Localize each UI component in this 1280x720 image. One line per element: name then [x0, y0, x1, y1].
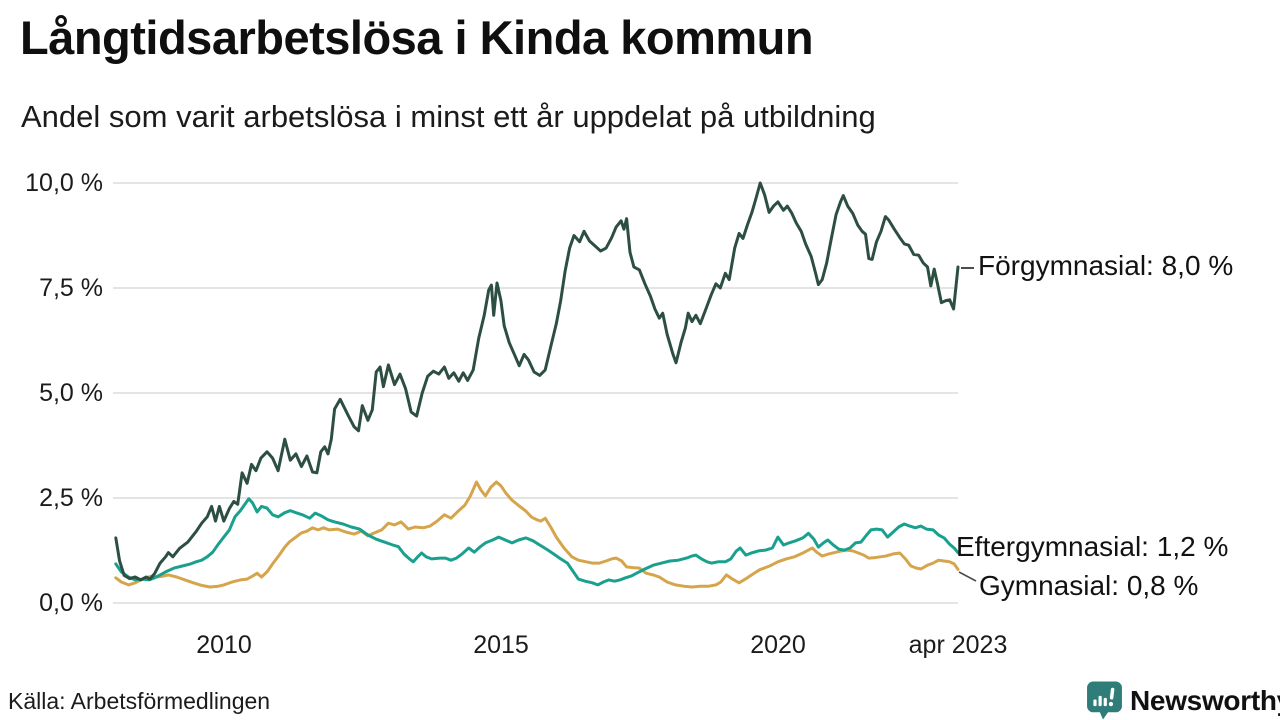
line-label-forgymnasial: Förgymnasial: 8,0 %: [978, 250, 1234, 281]
x-axis-tick-label: 2010: [196, 631, 252, 659]
gridlines: [113, 182, 958, 604]
source-note: Källa: Arbetsförmedlingen: [8, 688, 271, 714]
x-axis-tick-label: apr 2023: [908, 631, 1008, 659]
x-axis-tick-label: 2020: [750, 631, 806, 659]
line-label-gymnasial: Gymnasial: 0,8 %: [979, 570, 1199, 601]
x-axis-tick-label: 2015: [473, 631, 529, 659]
y-axis-tick-label: 7,5 %: [39, 274, 103, 302]
series-lines: [114, 181, 960, 589]
y-axis-tick-label: 5,0 %: [39, 379, 103, 407]
page-subtitle: Andel som varit arbetslösa i minst ett å…: [21, 99, 876, 134]
newsworthy-wordmark: Newsworthy: [1130, 684, 1280, 716]
series-line-förgymnasial: [114, 181, 960, 582]
series-line-eftergymnasial: [114, 497, 960, 587]
annotation-connector-gymnasial: [958, 571, 977, 582]
newsworthy-speech-bubble-chart-icon: [1087, 681, 1122, 720]
y-axis-tick-label: 2,5 %: [39, 484, 103, 512]
y-axis-tick-label: 10,0 %: [25, 169, 103, 197]
y-axis-tick-label: 0,0 %: [39, 589, 103, 617]
line-label-eftergymnasial: Eftergymnasial: 1,2 %: [956, 531, 1229, 562]
series-line-gymnasial: [114, 480, 960, 589]
page-title: Långtidsarbetslösa i Kinda kommun: [20, 11, 814, 64]
newsworthy-logo: Newsworthy: [1086, 681, 1280, 720]
